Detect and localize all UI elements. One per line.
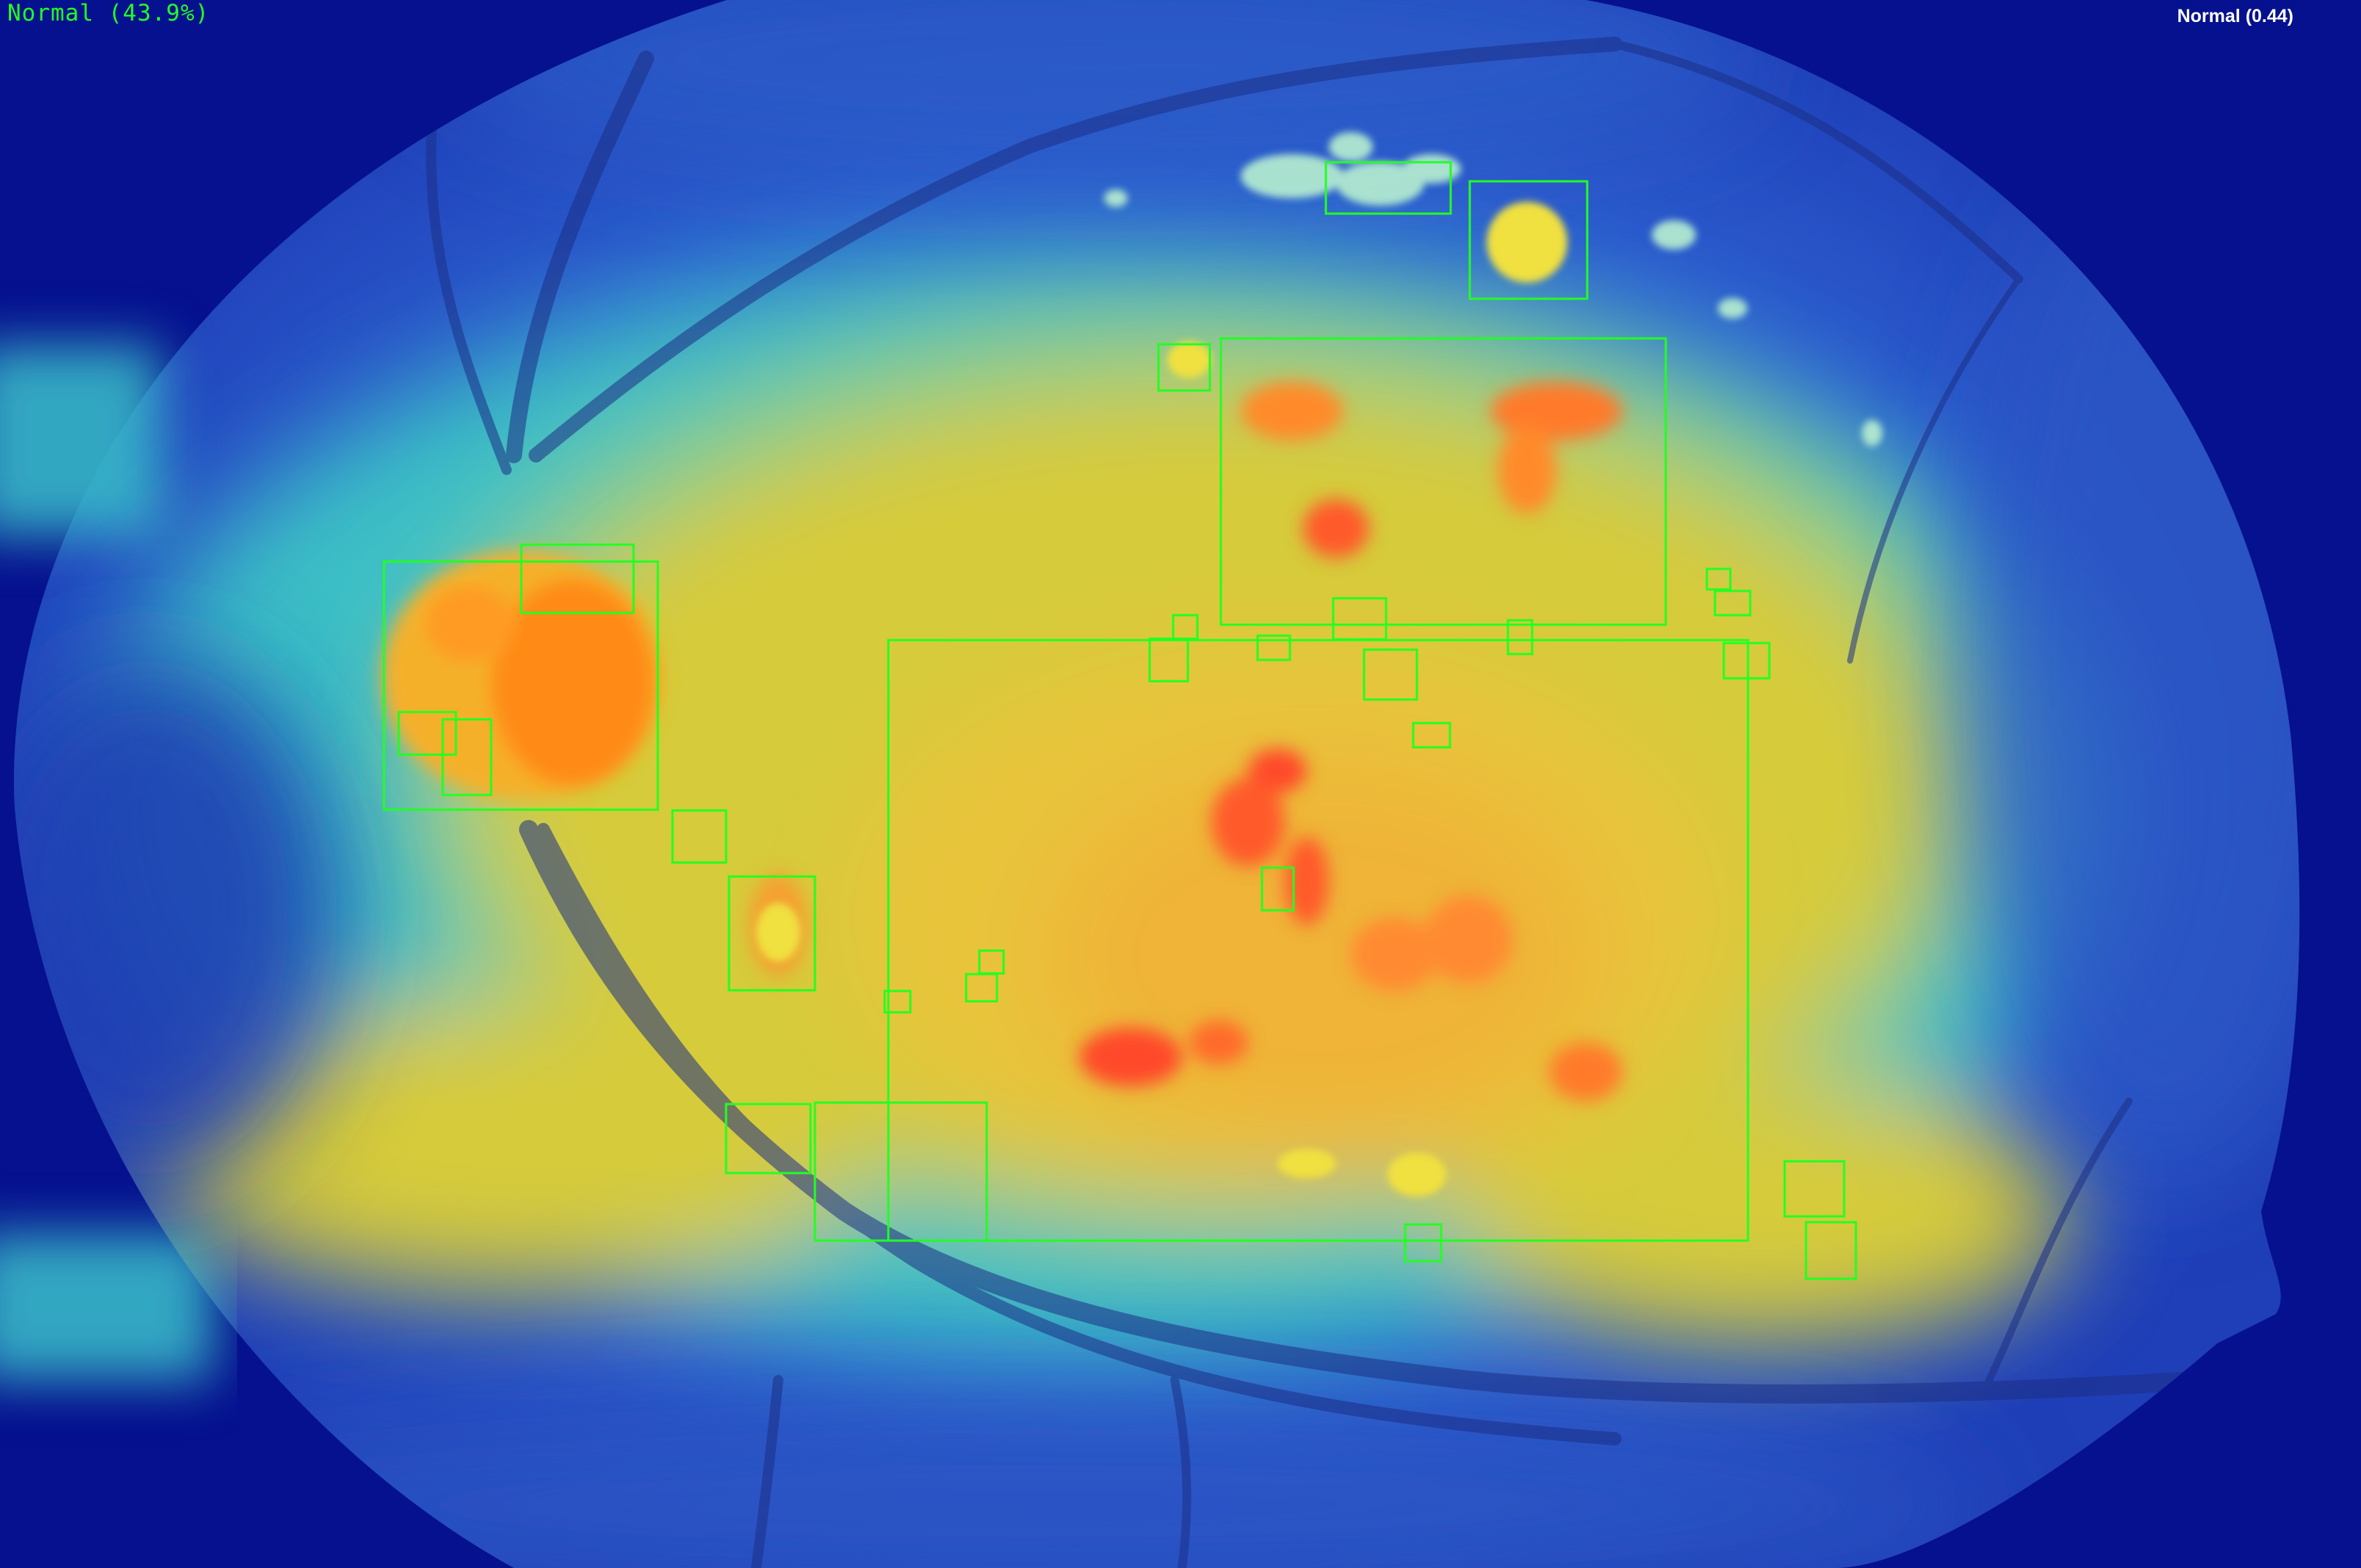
detection-box [1805, 1221, 1857, 1280]
retinal-vessels [426, 37, 2212, 1568]
detection-box [1219, 337, 1667, 626]
heatmap-edge-bands [0, 345, 213, 1380]
detection-box [1705, 567, 1732, 591]
detection-box [813, 1101, 988, 1242]
detection-box [1261, 866, 1295, 912]
detection-box [1157, 343, 1211, 392]
detection-box [1404, 1223, 1443, 1263]
detection-box [397, 711, 457, 756]
detection-box [883, 990, 912, 1014]
detection-box [671, 809, 728, 864]
detection-box [1256, 634, 1291, 661]
detection-box [1783, 1160, 1846, 1218]
detection-box [1324, 161, 1452, 215]
detection-box [1412, 722, 1451, 749]
detection-box [728, 875, 816, 992]
detection-box [1713, 589, 1752, 617]
detection-box [441, 718, 493, 796]
detection-box [1722, 642, 1771, 680]
detection-box [1506, 619, 1534, 656]
prediction-label-right: Normal (0.44) [2177, 6, 2293, 26]
detection-box [520, 543, 635, 614]
heat-hotspots [749, 382, 1622, 1101]
detection-box [1468, 180, 1589, 300]
detection-box [887, 639, 1749, 1242]
detection-box [382, 560, 659, 811]
detection-box [1363, 648, 1418, 701]
detection-box [965, 973, 998, 1003]
detection-box [1148, 637, 1189, 683]
detection-box [725, 1103, 812, 1175]
prediction-label-left: Normal (43.9%) [7, 0, 210, 26]
detection-boxes [382, 161, 1857, 1280]
